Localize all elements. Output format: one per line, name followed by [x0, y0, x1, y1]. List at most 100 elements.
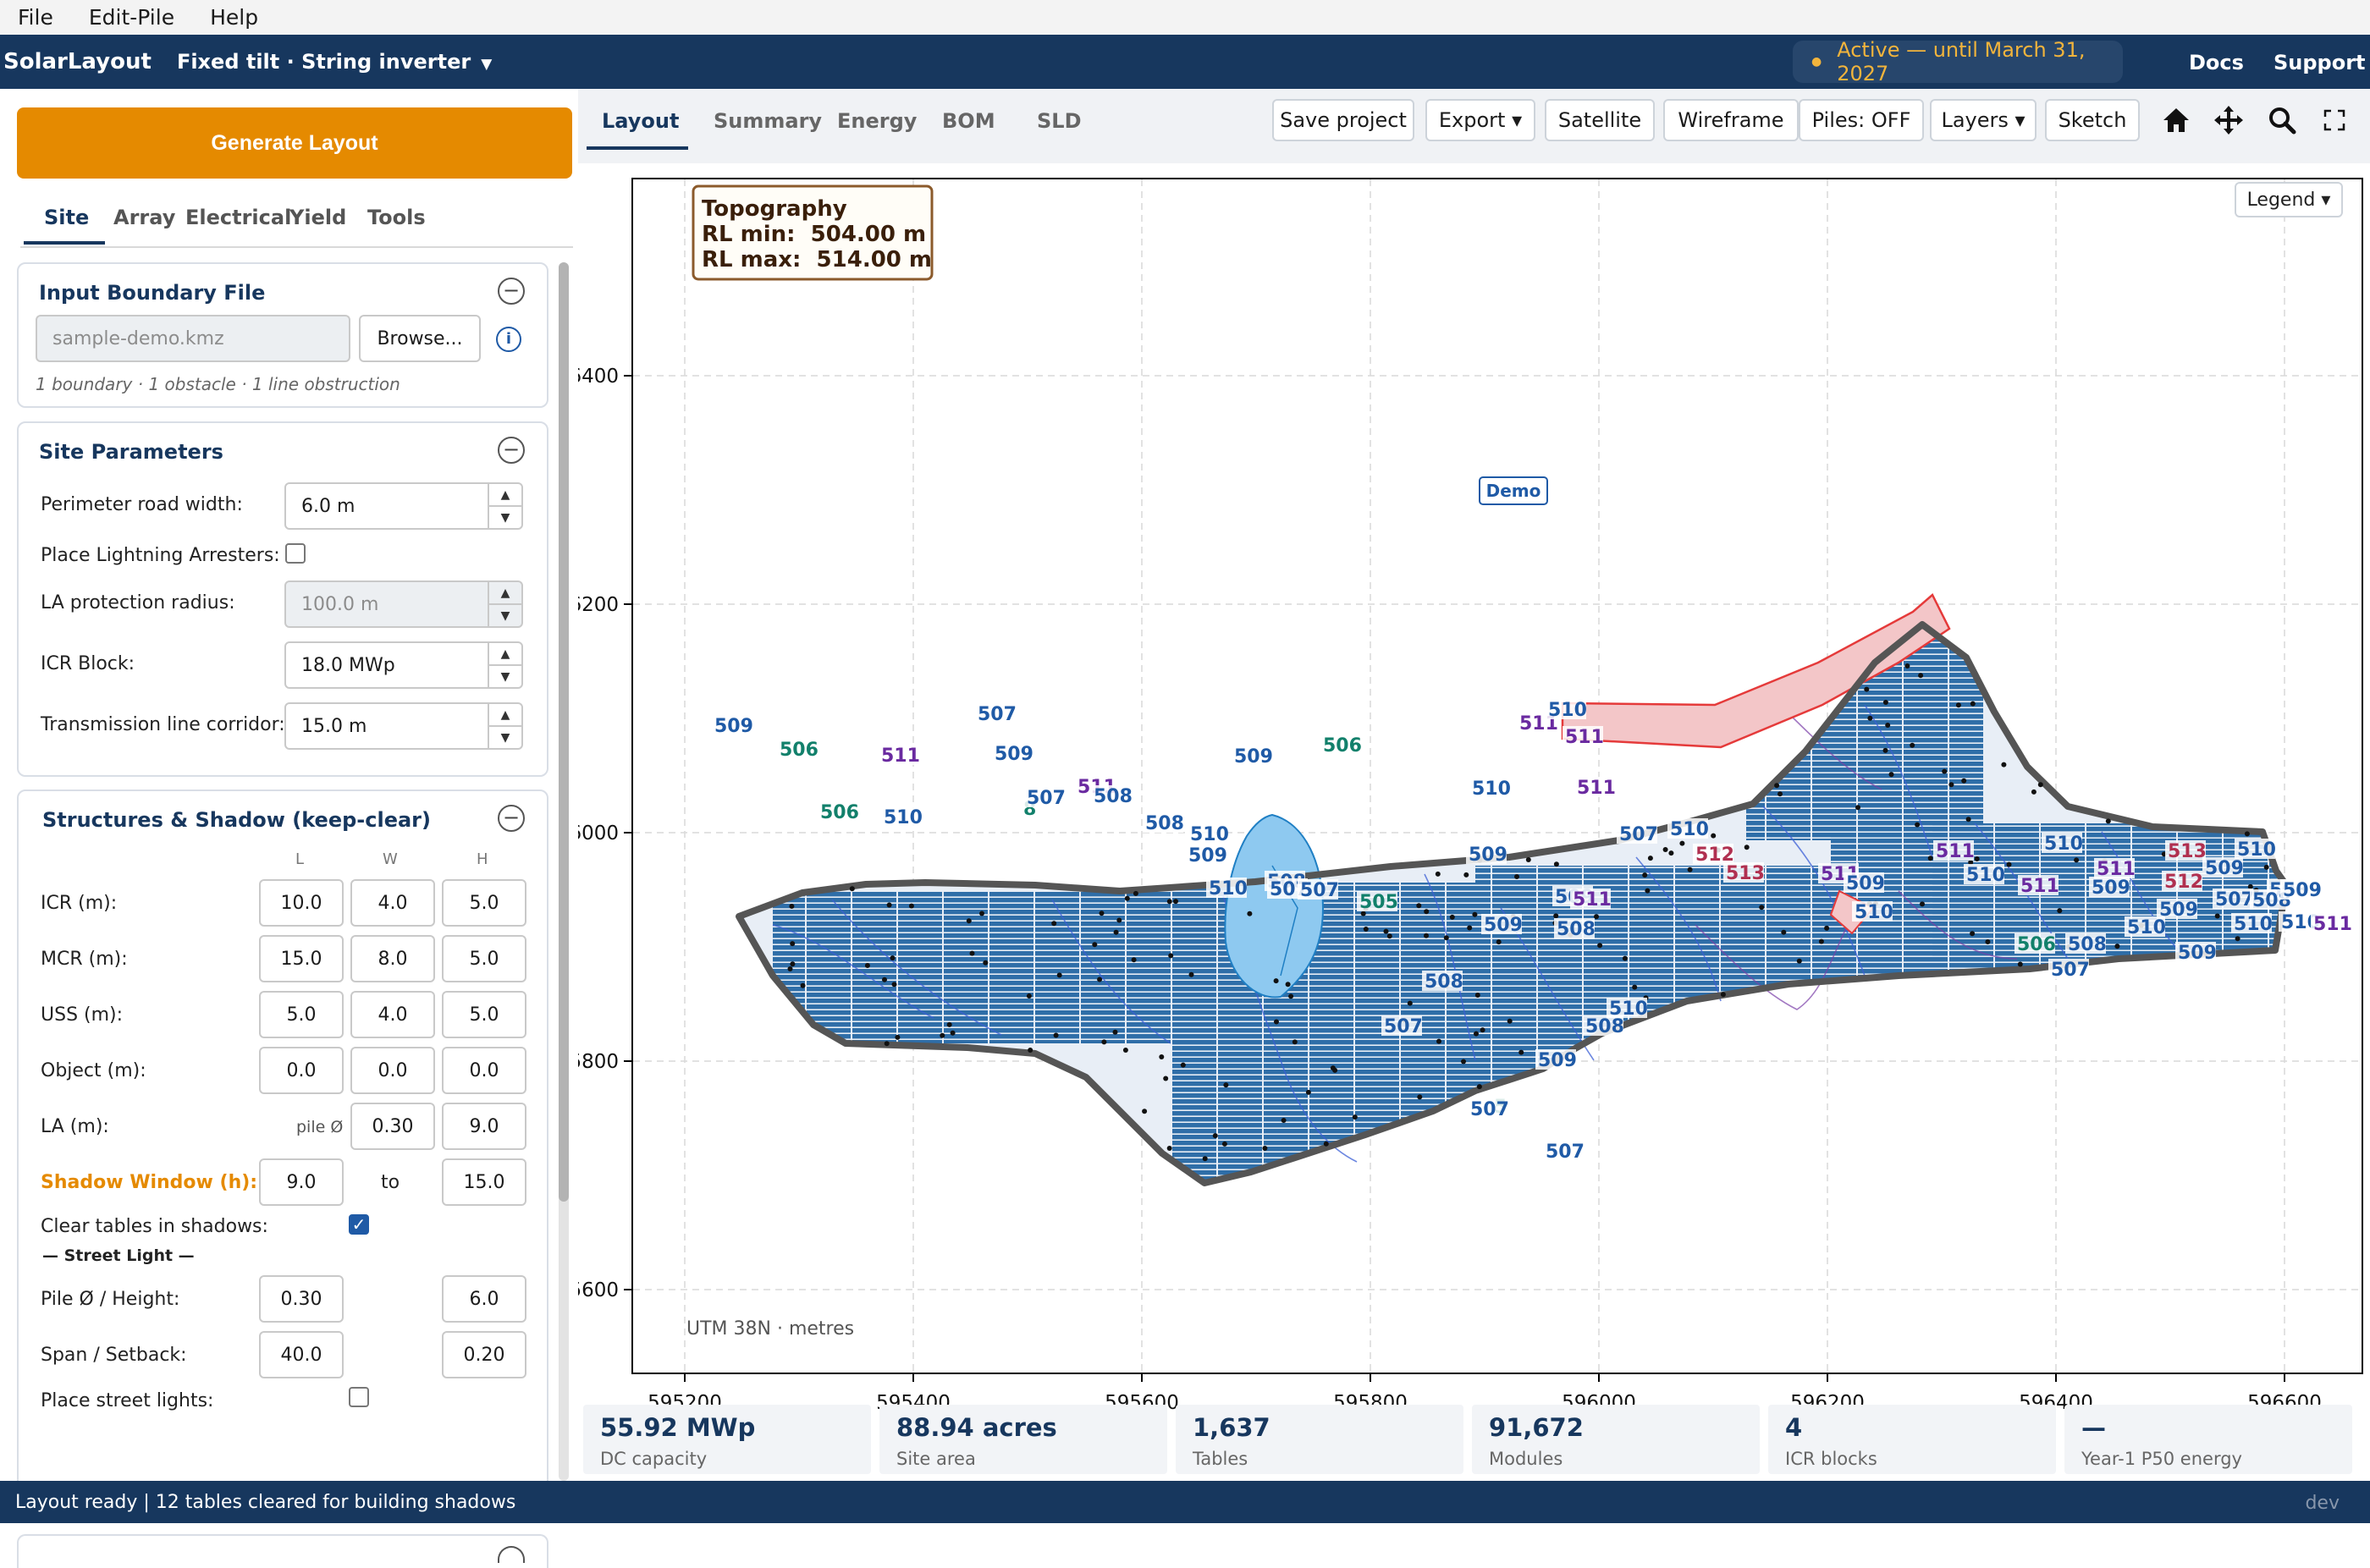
icr-height-input[interactable]: 5.0 [442, 879, 526, 927]
browse-button[interactable]: Browse... [359, 315, 481, 362]
street-height-input[interactable]: 6.0 [442, 1275, 526, 1323]
shadow-from-input[interactable]: 9.0 [259, 1158, 344, 1206]
chevron-up-icon[interactable]: ▲ [489, 704, 521, 727]
collapse-icon[interactable]: − [498, 437, 525, 464]
stat-label: Year-1 P50 energy [2081, 1449, 2242, 1469]
satellite-button[interactable]: Satellite [1545, 99, 1655, 141]
pile-marker [1855, 805, 1860, 811]
tab-layout[interactable]: Layout [602, 109, 680, 133]
menu-help[interactable]: Help [210, 5, 259, 30]
la-radius-input[interactable]: 100.0 m ▲ ▼ [284, 580, 523, 628]
zoom-icon[interactable] [2263, 101, 2301, 140]
tab-energy[interactable]: Energy [837, 109, 918, 133]
pile-marker [1918, 673, 1924, 679]
pile-marker [1028, 1048, 1033, 1053]
uss-height-input[interactable]: 5.0 [442, 991, 526, 1038]
sidebar: Generate Layout Site Array Electrical Yi… [0, 89, 578, 1568]
tab-bom[interactable]: BOM [942, 109, 995, 133]
layers-button[interactable]: Layers ▾ [1930, 99, 2037, 141]
stepper[interactable]: ▲ ▼ [488, 484, 521, 528]
legend-button[interactable]: Legend ▾ [2235, 182, 2343, 217]
pile-marker [1904, 663, 1910, 668]
chevron-up-icon[interactable]: ▲ [489, 484, 521, 507]
tab-sld[interactable]: SLD [1037, 109, 1082, 133]
contour-label-text: 509 [995, 744, 1033, 765]
structures-card: Structures & Shadow (keep-clear) − L W H… [17, 790, 548, 1519]
tab-site[interactable]: Site [44, 206, 90, 229]
export-button[interactable]: Export ▾ [1425, 99, 1535, 141]
object-height-input[interactable]: 0.0 [442, 1047, 526, 1094]
la-radius-value: 100.0 m [301, 593, 379, 615]
pile-marker [1273, 978, 1279, 984]
la-height-input[interactable]: 9.0 [442, 1103, 526, 1150]
generate-layout-button[interactable]: Generate Layout [17, 107, 572, 179]
chevron-up-icon[interactable]: ▲ [489, 582, 521, 605]
tab-array[interactable]: Array [113, 206, 176, 229]
support-link[interactable]: Support [2274, 51, 2366, 74]
docs-link[interactable]: Docs [2189, 51, 2244, 74]
road-width-input[interactable]: 6.0 m ▲ ▼ [284, 482, 523, 530]
span-input[interactable]: 40.0 [259, 1331, 344, 1378]
water-body [1224, 813, 1325, 999]
tab-summary[interactable]: Summary [714, 109, 823, 133]
mcr-height-input[interactable]: 5.0 [442, 935, 526, 982]
pile-marker [1131, 957, 1137, 963]
street-pile-input[interactable]: 0.30 [259, 1275, 344, 1323]
setback-input[interactable]: 0.20 [442, 1331, 526, 1378]
pile-marker [864, 963, 870, 968]
chevron-down-icon[interactable]: ▼ [500, 608, 510, 623]
clear-shadows-checkbox[interactable]: ✓ [349, 1214, 369, 1235]
uss-length-input[interactable]: 5.0 [259, 991, 344, 1038]
chevron-up-icon[interactable]: ▲ [489, 643, 521, 666]
contour-label-text: 511 [1577, 778, 1616, 799]
contour-label: 511 [2311, 913, 2352, 935]
chevron-down-icon[interactable]: ▼ [500, 510, 510, 525]
menu-edit-pile[interactable]: Edit-Pile [88, 5, 175, 30]
stepper[interactable]: ▲ ▼ [488, 643, 521, 687]
info-icon[interactable]: i [496, 327, 521, 352]
layout-plot[interactable]: 595200 595400 595600 595800 596000 596200 5964… [544, 163, 2370, 1485]
piles-toggle-button[interactable]: Piles: OFF [1799, 99, 1924, 141]
stat-value: 1,637 [1193, 1413, 1270, 1442]
icr-length-input[interactable]: 10.0 [259, 879, 344, 927]
mode-selector[interactable]: Fixed tilt · String inverter ▼ [177, 50, 492, 74]
contour-label-text: 511 [1565, 727, 1604, 748]
pan-icon[interactable] [2209, 101, 2248, 140]
uss-width-input[interactable]: 4.0 [350, 991, 435, 1038]
collapse-icon[interactable] [498, 1546, 525, 1563]
layout-map[interactable]: 595200 595400 595600 595800 596000 596200 5964… [544, 163, 2370, 1485]
contour-label: 509 [712, 715, 753, 737]
street-place-checkbox[interactable] [349, 1387, 369, 1407]
sketch-button[interactable]: Sketch [2045, 99, 2140, 141]
home-icon[interactable] [2157, 101, 2196, 140]
object-length-input[interactable]: 0.0 [259, 1047, 344, 1094]
mcr-width-input[interactable]: 8.0 [350, 935, 435, 982]
icr-block-input[interactable]: 18.0 MWp ▲ ▼ [284, 641, 523, 689]
chevron-down-icon[interactable]: ▼ [500, 730, 510, 745]
wireframe-button[interactable]: Wireframe [1663, 99, 1799, 141]
boundary-file-input[interactable]: sample-demo.kmz [36, 315, 350, 362]
collapse-icon[interactable]: − [498, 805, 525, 832]
mcr-length-input[interactable]: 15.0 [259, 935, 344, 982]
object-width-input[interactable]: 0.0 [350, 1047, 435, 1094]
la-place-checkbox[interactable] [285, 543, 306, 564]
tab-electrical[interactable]: Electrical [185, 206, 292, 229]
menu-file[interactable]: File [18, 5, 53, 30]
chevron-down-icon[interactable]: ▼ [500, 669, 510, 684]
fullscreen-icon[interactable] [2315, 101, 2354, 140]
stepper[interactable]: ▲ ▼ [488, 704, 521, 748]
collapse-icon[interactable]: − [498, 278, 525, 305]
contour-label: 510 [1964, 864, 2005, 886]
la-pile-input[interactable]: 0.30 [350, 1103, 435, 1150]
stat-site-area: 88.94 acres Site area [879, 1405, 1167, 1474]
icr-width-input[interactable]: 4.0 [350, 879, 435, 927]
sidebar-scroll-thumb[interactable] [559, 262, 569, 1202]
tab-yield[interactable]: Yield [289, 206, 347, 229]
tl-corridor-input[interactable]: 15.0 m ▲ ▼ [284, 702, 523, 750]
stepper[interactable]: ▲ ▼ [488, 582, 521, 626]
pile-marker [1122, 1048, 1128, 1053]
tab-tools[interactable]: Tools [367, 206, 426, 229]
contour-label: 507 [1024, 787, 1066, 809]
shadow-to-input[interactable]: 15.0 [442, 1158, 526, 1206]
save-project-button[interactable]: Save project [1272, 99, 1414, 141]
